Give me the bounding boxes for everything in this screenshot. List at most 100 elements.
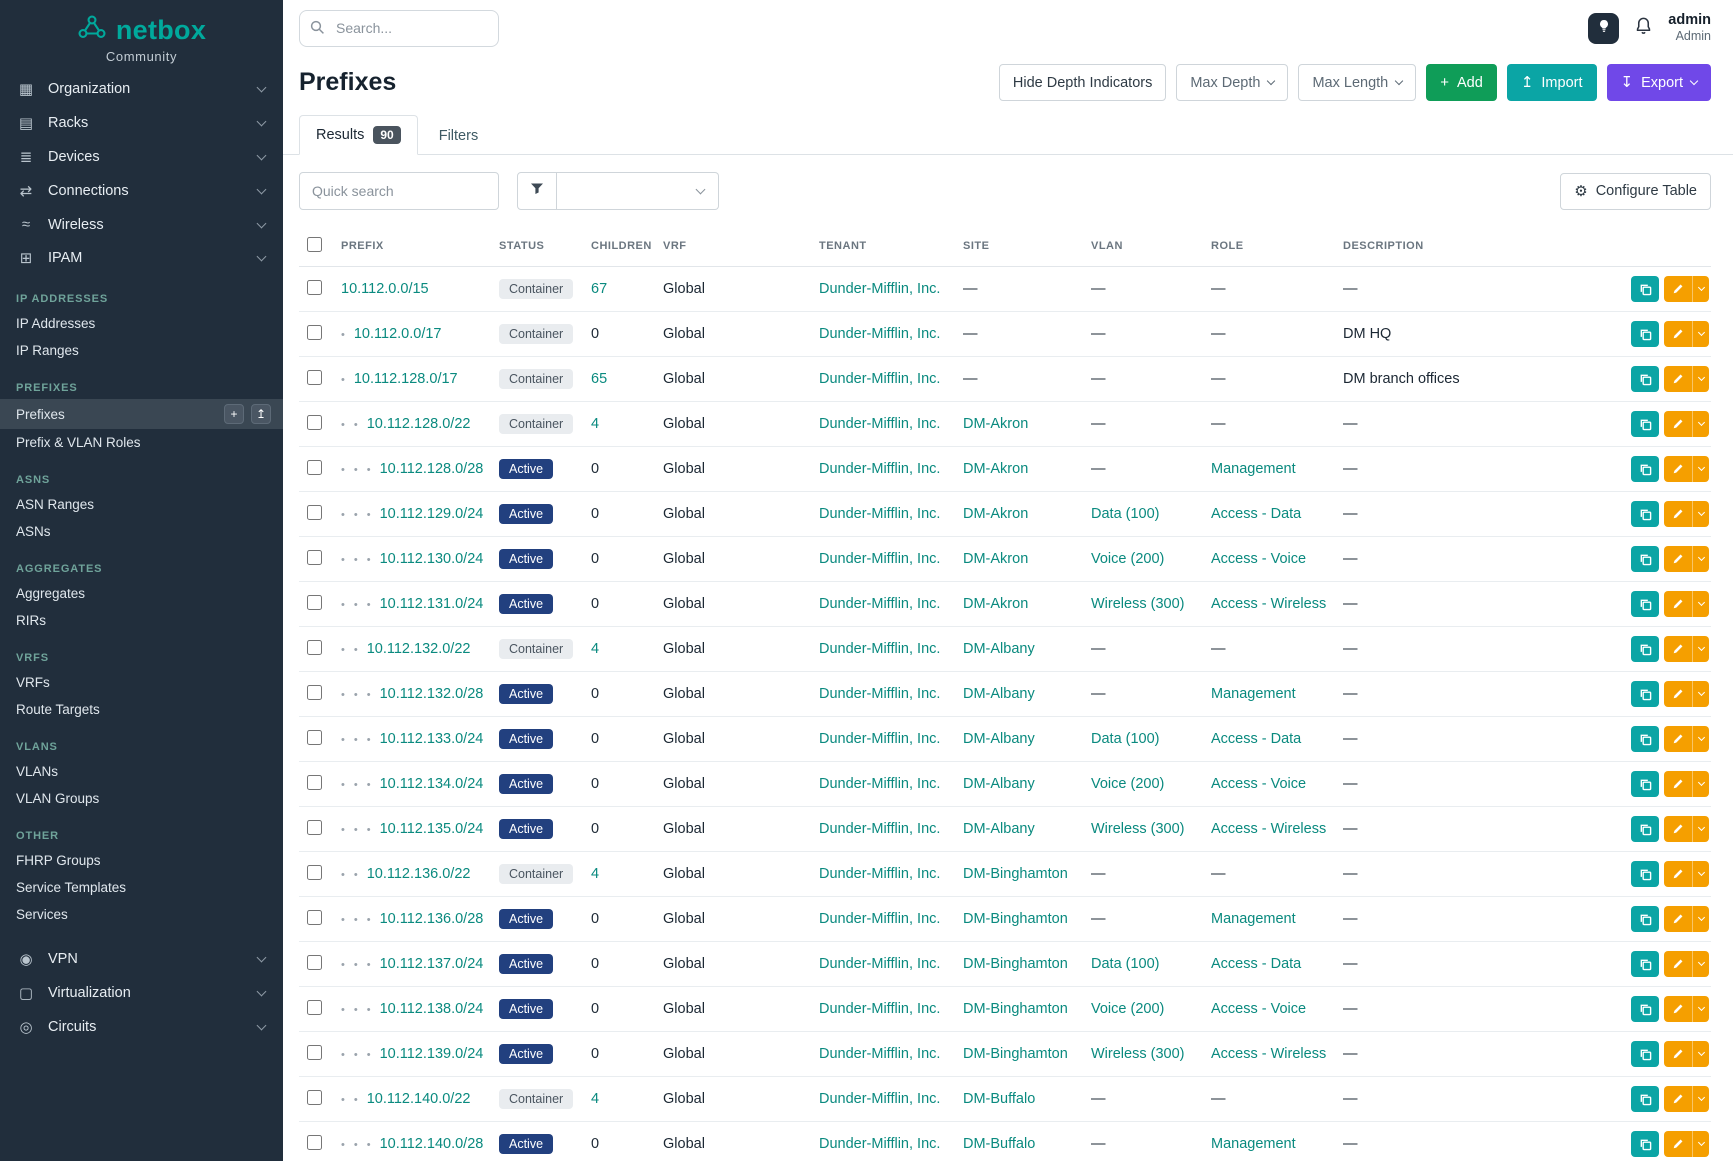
- prefix-link[interactable]: 10.112.134.0/24: [379, 776, 484, 792]
- children-link[interactable]: 4: [591, 866, 600, 882]
- netbox-logo[interactable]: netbox Community: [0, 0, 283, 72]
- edit-button[interactable]: [1664, 366, 1692, 392]
- column-header-tenant[interactable]: TENANT: [811, 226, 955, 267]
- row-checkbox[interactable]: [307, 1134, 322, 1150]
- row-checkbox[interactable]: [307, 999, 322, 1015]
- edit-dropdown-button[interactable]: [1692, 636, 1709, 662]
- tenant-link[interactable]: Dunder-Mifflin, Inc.: [819, 506, 941, 522]
- tenant-link[interactable]: Dunder-Mifflin, Inc.: [819, 371, 941, 387]
- quick-search-input[interactable]: [299, 172, 499, 210]
- edit-dropdown-button[interactable]: [1692, 366, 1709, 392]
- edit-dropdown-button[interactable]: [1692, 1041, 1709, 1067]
- edit-dropdown-button[interactable]: [1692, 411, 1709, 437]
- edit-button[interactable]: [1664, 411, 1692, 437]
- edit-button[interactable]: [1664, 456, 1692, 482]
- edit-dropdown-button[interactable]: [1692, 951, 1709, 977]
- edit-button[interactable]: [1664, 1086, 1692, 1112]
- prefix-link[interactable]: 10.112.130.0/24: [379, 551, 484, 567]
- prefix-link[interactable]: 10.112.0.0/15: [341, 281, 429, 297]
- row-checkbox[interactable]: [307, 639, 322, 655]
- tenant-link[interactable]: Dunder-Mifflin, Inc.: [819, 461, 941, 477]
- edit-dropdown-button[interactable]: [1692, 996, 1709, 1022]
- prefix-link[interactable]: 10.112.132.0/28: [379, 686, 484, 702]
- prefix-link[interactable]: 10.112.132.0/22: [366, 641, 471, 657]
- column-header-vlan[interactable]: VLAN: [1083, 226, 1203, 267]
- row-checkbox[interactable]: [307, 954, 322, 970]
- column-header-vrf[interactable]: VRF: [655, 226, 811, 267]
- copy-button[interactable]: [1631, 996, 1659, 1022]
- column-header-children[interactable]: CHILDREN: [583, 226, 655, 267]
- saved-filter-select[interactable]: [557, 172, 719, 210]
- row-checkbox[interactable]: [307, 414, 322, 430]
- row-checkbox[interactable]: [307, 774, 322, 790]
- copy-button[interactable]: [1631, 771, 1659, 797]
- edit-button[interactable]: [1664, 906, 1692, 932]
- tenant-link[interactable]: Dunder-Mifflin, Inc.: [819, 956, 941, 972]
- row-checkbox[interactable]: [307, 594, 322, 610]
- edit-button[interactable]: [1664, 501, 1692, 527]
- sidebar-item-services[interactable]: Services: [16, 907, 68, 922]
- edit-button[interactable]: [1664, 861, 1692, 887]
- tenant-link[interactable]: Dunder-Mifflin, Inc.: [819, 1001, 941, 1017]
- column-header-description[interactable]: DESCRIPTION: [1335, 226, 1623, 267]
- tab-results[interactable]: Results 90: [299, 115, 418, 155]
- prefix-link[interactable]: 10.112.137.0/24: [379, 956, 484, 972]
- tenant-link[interactable]: Dunder-Mifflin, Inc.: [819, 1136, 941, 1152]
- edit-dropdown-button[interactable]: [1692, 1131, 1709, 1157]
- sidebar-item-asns[interactable]: ASNs: [16, 524, 51, 539]
- edit-dropdown-button[interactable]: [1692, 276, 1709, 302]
- prefix-link[interactable]: 10.112.139.0/24: [379, 1046, 484, 1062]
- sidebar-item-ip-addresses[interactable]: IP Addresses: [16, 316, 96, 331]
- edit-button[interactable]: [1664, 816, 1692, 842]
- copy-button[interactable]: [1631, 861, 1659, 887]
- import-quick-button[interactable]: ↥: [251, 404, 271, 424]
- copy-button[interactable]: [1631, 681, 1659, 707]
- tenant-link[interactable]: Dunder-Mifflin, Inc.: [819, 1091, 941, 1107]
- tenant-link[interactable]: Dunder-Mifflin, Inc.: [819, 596, 941, 612]
- row-checkbox[interactable]: [307, 369, 322, 385]
- tenant-link[interactable]: Dunder-Mifflin, Inc.: [819, 776, 941, 792]
- max-depth-dropdown[interactable]: Max Depth: [1176, 64, 1289, 101]
- prefix-link[interactable]: 10.112.138.0/24: [379, 1001, 484, 1017]
- edit-dropdown-button[interactable]: [1692, 906, 1709, 932]
- sidebar-item-devices[interactable]: ≣ Devices: [0, 140, 283, 174]
- row-checkbox[interactable]: [307, 324, 322, 340]
- tenant-link[interactable]: Dunder-Mifflin, Inc.: [819, 866, 941, 882]
- sidebar-item-rirs[interactable]: RIRs: [16, 613, 46, 628]
- copy-button[interactable]: [1631, 276, 1659, 302]
- tenant-link[interactable]: Dunder-Mifflin, Inc.: [819, 821, 941, 837]
- edit-dropdown-button[interactable]: [1692, 591, 1709, 617]
- column-header-site[interactable]: SITE: [955, 226, 1083, 267]
- prefix-link[interactable]: 10.112.140.0/22: [366, 1091, 471, 1107]
- add-quick-button[interactable]: +: [224, 404, 244, 424]
- tab-filters[interactable]: Filters: [438, 128, 479, 144]
- notifications-button[interactable]: [1634, 16, 1653, 40]
- column-header-role[interactable]: ROLE: [1203, 226, 1335, 267]
- edit-dropdown-button[interactable]: [1692, 861, 1709, 887]
- sidebar-item-racks[interactable]: ▤ Racks: [0, 106, 283, 140]
- copy-button[interactable]: [1631, 906, 1659, 932]
- search-input[interactable]: [299, 9, 499, 47]
- prefix-link[interactable]: 10.112.129.0/24: [379, 506, 484, 522]
- edit-button[interactable]: [1664, 771, 1692, 797]
- edit-button[interactable]: [1664, 591, 1692, 617]
- sidebar-item-virtualization[interactable]: ▢ Virtualization: [0, 976, 283, 1010]
- row-checkbox[interactable]: [307, 1089, 322, 1105]
- prefix-link[interactable]: 10.112.128.0/17: [353, 371, 458, 387]
- column-header-prefix[interactable]: PREFIX: [333, 226, 491, 267]
- tenant-link[interactable]: Dunder-Mifflin, Inc.: [819, 416, 941, 432]
- tenant-link[interactable]: Dunder-Mifflin, Inc.: [819, 551, 941, 567]
- prefix-link[interactable]: 10.112.131.0/24: [379, 596, 484, 612]
- copy-button[interactable]: [1631, 1041, 1659, 1067]
- sidebar-item-prefixes[interactable]: Prefixes + ↥: [0, 399, 283, 429]
- edit-dropdown-button[interactable]: [1692, 456, 1709, 482]
- row-checkbox[interactable]: [307, 279, 322, 295]
- edit-button[interactable]: [1664, 636, 1692, 662]
- add-button[interactable]: + Add: [1426, 64, 1497, 101]
- tenant-link[interactable]: Dunder-Mifflin, Inc.: [819, 1046, 941, 1062]
- edit-button[interactable]: [1664, 726, 1692, 752]
- children-link[interactable]: 65: [591, 371, 608, 387]
- tenant-link[interactable]: Dunder-Mifflin, Inc.: [819, 911, 941, 927]
- copy-button[interactable]: [1631, 726, 1659, 752]
- sidebar-item-fhrp-groups[interactable]: FHRP Groups: [16, 853, 101, 868]
